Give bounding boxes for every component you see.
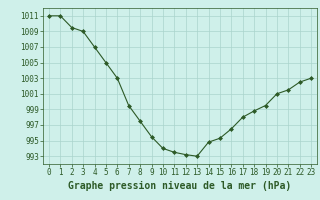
X-axis label: Graphe pression niveau de la mer (hPa): Graphe pression niveau de la mer (hPa) [68, 181, 292, 191]
